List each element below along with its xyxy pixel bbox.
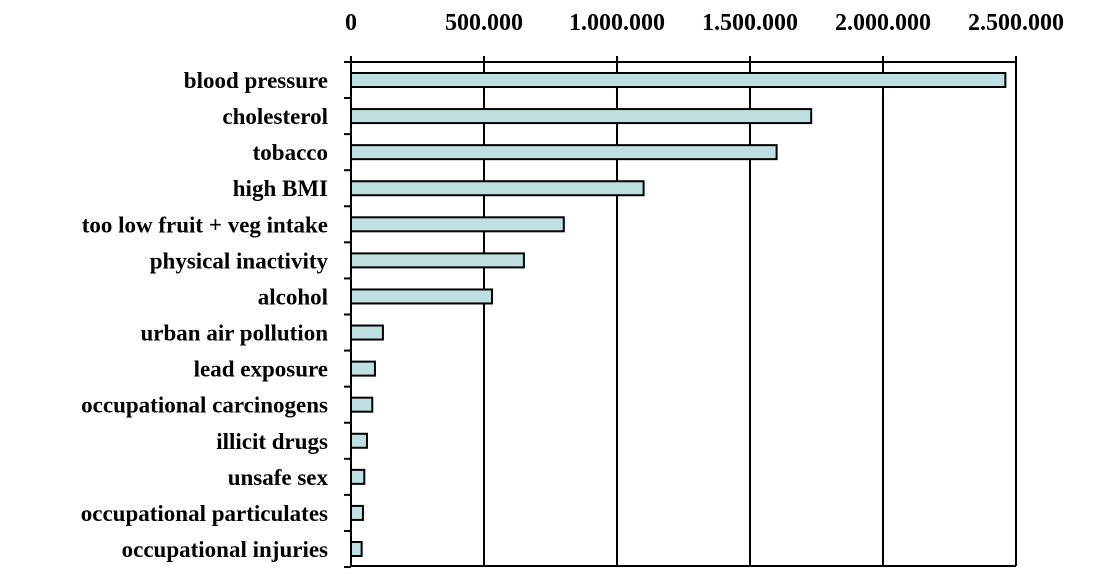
category-label: high BMI [233, 176, 328, 201]
category-label: tobacco [253, 140, 328, 165]
category-label: blood pressure [184, 68, 328, 93]
x-tick-label: 1.500.000 [702, 10, 798, 36]
bar-occupational-injuries [350, 541, 363, 557]
x-tick-label: 2.500.000 [968, 10, 1064, 36]
bars [350, 72, 1007, 557]
bar-tobacco [350, 144, 778, 161]
bar-blood-pressure [350, 72, 1007, 88]
x-tick-label: 0 [345, 10, 357, 36]
category-label: occupational injuries [122, 537, 328, 562]
bar-unsafe-sex [350, 468, 366, 485]
bar-occupational-carcinogens [350, 396, 374, 413]
bar-alcohol [350, 288, 493, 305]
bar-too-low-fruit-veg-intake [350, 216, 565, 233]
x-tick-labels: 0 500.000 1.000.000 1.500.000 2.000.000 2.500… [345, 10, 1064, 36]
x-tick-label: 2.000.000 [835, 10, 931, 36]
category-label: lead exposure [194, 357, 328, 382]
category-label: unsafe sex [228, 465, 329, 490]
bar-occupational-particulates [350, 504, 364, 521]
bar-cholesterol [350, 108, 813, 125]
category-label: illicit drugs [216, 429, 328, 454]
category-label: urban air pollution [141, 321, 329, 346]
category-label: occupational carcinogens [81, 393, 328, 418]
category-labels: blood pressure cholesterol tobacco high BMI… [81, 68, 329, 562]
category-label: too low fruit + veg intake [82, 212, 328, 237]
bar-illicit-drugs [350, 432, 368, 449]
bar-physical-inactivity [350, 252, 525, 269]
bar-high-bmi [350, 180, 645, 197]
x-tick-label: 1.000.000 [569, 10, 665, 36]
category-label: occupational particulates [81, 501, 328, 526]
bar-urban-air-pollution [350, 324, 384, 341]
category-label: alcohol [258, 284, 328, 309]
x-tick-label: 500.000 [445, 10, 523, 36]
gridlines [483, 62, 1017, 566]
bar-lead-exposure [350, 360, 376, 377]
category-label: cholesterol [222, 104, 328, 129]
axes [344, 56, 1017, 569]
category-label: physical inactivity [150, 248, 329, 273]
